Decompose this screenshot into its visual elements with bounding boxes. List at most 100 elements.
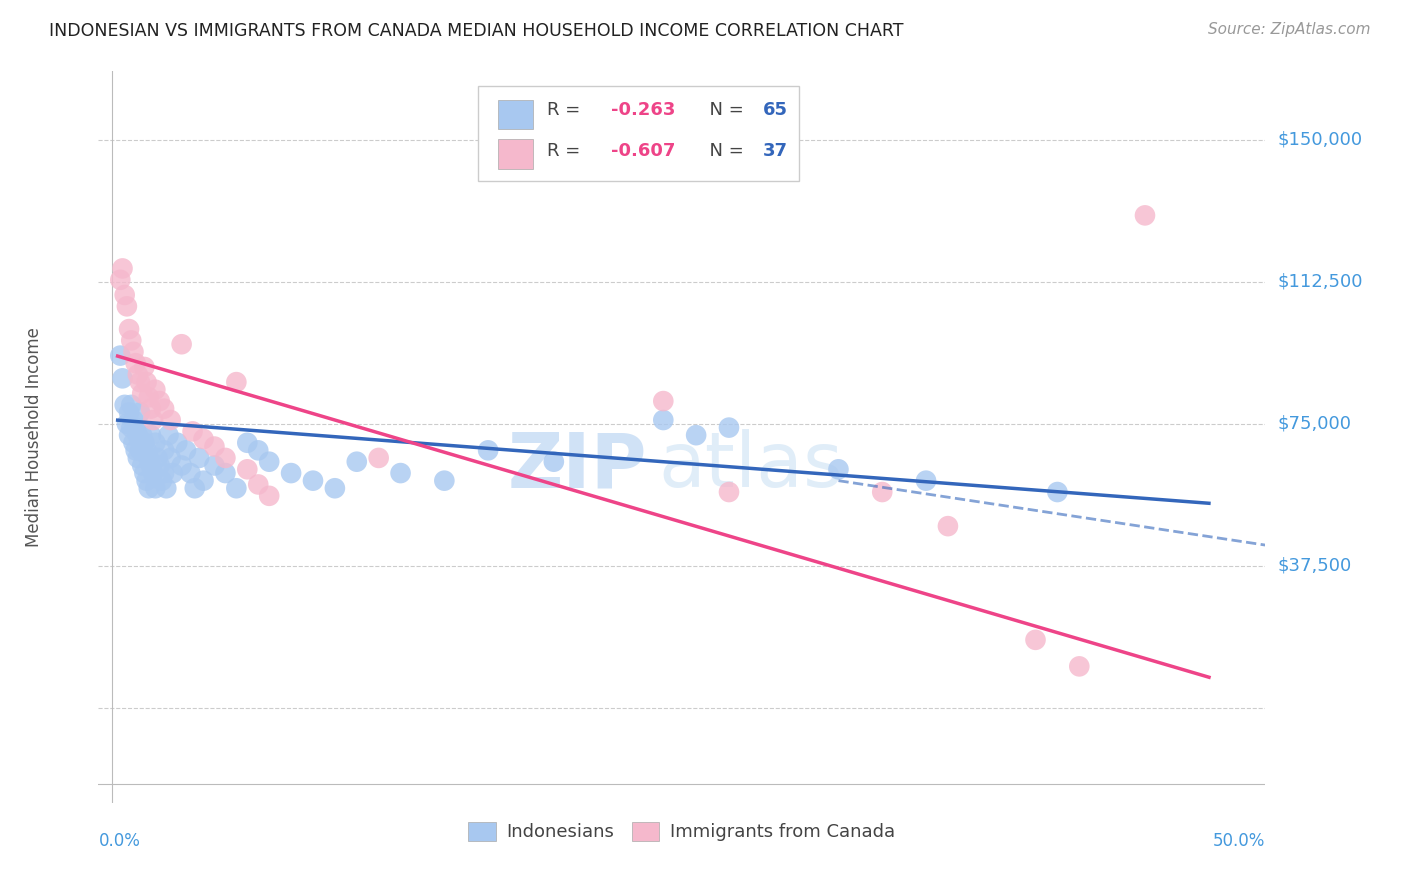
Text: $75,000: $75,000	[1277, 415, 1351, 433]
Text: $37,500: $37,500	[1277, 557, 1351, 575]
Text: Source: ZipAtlas.com: Source: ZipAtlas.com	[1208, 22, 1371, 37]
Point	[827, 462, 849, 476]
Point	[652, 413, 675, 427]
Point	[236, 462, 259, 476]
Point	[111, 261, 134, 276]
FancyBboxPatch shape	[478, 86, 799, 181]
Point	[115, 299, 138, 313]
Point	[122, 413, 145, 427]
Point	[915, 474, 938, 488]
Point	[302, 474, 325, 488]
Text: 65: 65	[762, 101, 787, 119]
Point	[149, 394, 172, 409]
Text: ZIP: ZIP	[508, 429, 647, 503]
Point	[129, 375, 152, 389]
Point	[1024, 632, 1046, 647]
Point	[143, 481, 166, 495]
Point	[135, 474, 157, 488]
Point	[127, 428, 149, 442]
Point	[153, 466, 176, 480]
Text: N =: N =	[699, 142, 749, 160]
Point	[131, 386, 153, 401]
Text: 0.0%: 0.0%	[98, 832, 141, 850]
Point	[118, 428, 141, 442]
Point	[170, 458, 193, 473]
Point	[389, 466, 412, 480]
Point	[1046, 485, 1069, 500]
Point	[120, 398, 142, 412]
Point	[685, 428, 707, 442]
Point	[225, 481, 247, 495]
Point	[367, 450, 389, 465]
Point	[257, 489, 280, 503]
Point	[135, 443, 157, 458]
Point	[184, 481, 207, 495]
Point	[1069, 659, 1091, 673]
Point	[120, 420, 142, 434]
Text: -0.607: -0.607	[610, 142, 675, 160]
Point	[122, 435, 145, 450]
Point	[143, 383, 166, 397]
Point	[138, 390, 160, 404]
Point	[236, 435, 259, 450]
Text: R =: R =	[547, 142, 585, 160]
Point	[146, 450, 169, 465]
Point	[157, 428, 180, 442]
Point	[936, 519, 959, 533]
Point	[122, 344, 145, 359]
Point	[153, 401, 176, 416]
Point	[143, 435, 166, 450]
Point	[134, 359, 156, 374]
Point	[1133, 208, 1156, 222]
Text: -0.263: -0.263	[610, 101, 675, 119]
Point	[170, 337, 193, 351]
Point	[214, 466, 236, 480]
Point	[110, 273, 132, 287]
Point	[120, 334, 142, 348]
Point	[142, 466, 165, 480]
Text: N =: N =	[699, 101, 749, 119]
Point	[131, 458, 153, 473]
Text: $112,500: $112,500	[1277, 273, 1362, 291]
Point	[139, 401, 162, 416]
Point	[477, 443, 499, 458]
Point	[124, 443, 146, 458]
Point	[131, 428, 153, 442]
Point	[717, 420, 740, 434]
Point	[204, 440, 226, 454]
Point	[159, 450, 181, 465]
Point	[214, 450, 236, 465]
Point	[139, 428, 162, 442]
Point	[188, 450, 211, 465]
Point	[124, 420, 146, 434]
FancyBboxPatch shape	[498, 139, 533, 169]
Point	[652, 394, 675, 409]
Text: $150,000: $150,000	[1277, 130, 1362, 149]
Point	[193, 432, 215, 446]
Point	[179, 466, 201, 480]
Point	[129, 405, 152, 419]
Point	[280, 466, 302, 480]
Point	[149, 458, 172, 473]
Text: Median Household Income: Median Household Income	[25, 327, 44, 547]
Point	[153, 443, 176, 458]
Point	[225, 375, 247, 389]
Point	[118, 405, 141, 419]
Point	[870, 485, 893, 500]
Point	[717, 485, 740, 500]
Text: R =: R =	[547, 101, 585, 119]
Point	[204, 458, 226, 473]
Point	[150, 474, 173, 488]
Point	[433, 474, 456, 488]
Point	[135, 375, 157, 389]
Point	[247, 477, 270, 491]
Point	[142, 413, 165, 427]
Point	[155, 481, 177, 495]
Point	[127, 368, 149, 382]
Point	[115, 417, 138, 431]
Point	[138, 481, 160, 495]
Point	[247, 443, 270, 458]
Point	[323, 481, 346, 495]
Point	[118, 322, 141, 336]
Text: INDONESIAN VS IMMIGRANTS FROM CANADA MEDIAN HOUSEHOLD INCOME CORRELATION CHART: INDONESIAN VS IMMIGRANTS FROM CANADA MED…	[49, 22, 904, 40]
